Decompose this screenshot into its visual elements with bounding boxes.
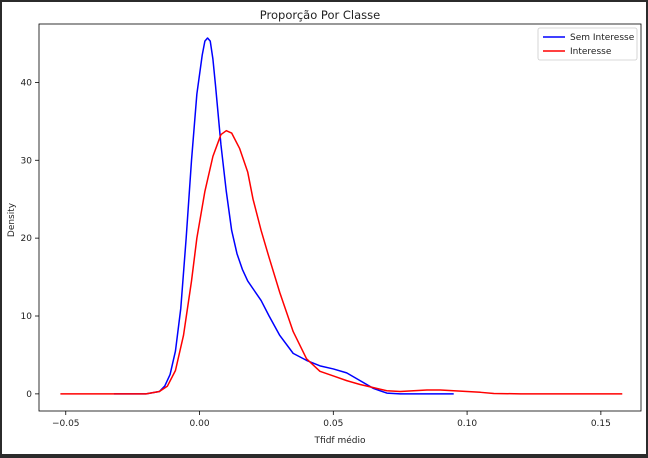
x-axis: −0.05 0.00 0.05 0.10 0.15 — [52, 411, 611, 429]
legend-label-interesse: Interesse — [570, 47, 612, 57]
y-tick-label: 20 — [21, 234, 33, 244]
x-tick-label: −0.05 — [52, 419, 80, 429]
y-axis-title: Density — [7, 202, 17, 237]
plot-frame — [38, 23, 642, 412]
legend-box — [537, 27, 638, 61]
x-tick-label: 0.10 — [457, 419, 477, 429]
y-axis: 0 10 20 30 40 — [21, 78, 39, 400]
series-line-interesse — [60, 129, 623, 395]
y-tick-label: 0 — [26, 390, 32, 400]
x-tick-label: 0.00 — [190, 419, 210, 429]
y-tick-label: 10 — [21, 312, 33, 322]
chart-title: Proporção Por Classe — [260, 8, 380, 22]
x-tick-label: 0.05 — [323, 419, 343, 429]
x-axis-title: Tfidf médio — [314, 435, 366, 446]
y-tick-label: 30 — [21, 156, 33, 166]
x-tick-label: 0.15 — [591, 419, 611, 429]
series-line-sem-interesse — [113, 37, 454, 395]
legend: Sem Interesse Interesse — [537, 27, 638, 61]
series-layer — [60, 37, 623, 395]
y-tick-label: 40 — [21, 78, 33, 88]
legend-label-sem-interesse: Sem Interesse — [570, 33, 635, 43]
